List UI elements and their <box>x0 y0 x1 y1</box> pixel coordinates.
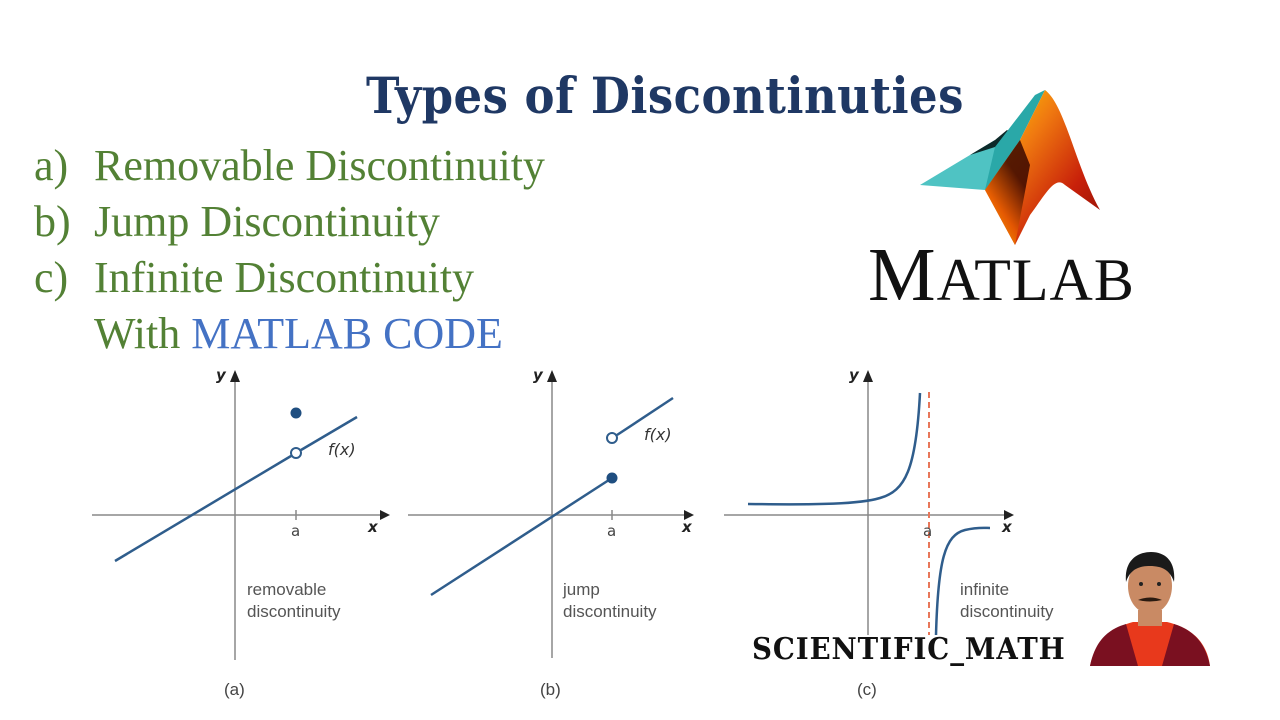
filled-point-icon <box>606 472 618 484</box>
fx-label: f(x) <box>644 425 672 444</box>
list-text: Jump Discontinuity <box>94 197 440 246</box>
upper-segment <box>616 396 674 437</box>
y-axis-label: y <box>216 366 227 384</box>
y-axis-label: y <box>849 366 860 384</box>
matlab-wordmark: MATLAB <box>868 233 1135 317</box>
tick-a: a <box>923 522 932 540</box>
graph-removable: y x a f(x) removable discontinuity (a) <box>92 366 390 699</box>
graph-caption: (a) <box>224 680 245 699</box>
fx-label: f(x) <box>328 440 356 459</box>
function-line <box>114 454 292 563</box>
graph-caption: (c) <box>857 680 877 699</box>
list-marker: b) <box>34 197 71 246</box>
list-item-infinite: c) Infinite Discontinuity <box>34 250 545 306</box>
open-point-icon <box>290 447 302 459</box>
channel-brand: SCIENTIFIC_MATH <box>752 632 1066 667</box>
open-point-icon <box>606 432 618 444</box>
matlab-membrane-logo-icon <box>920 90 1100 245</box>
graph-infinite: y x a infinite discontinuity (c) <box>724 366 1054 699</box>
y-axis-arrow-icon <box>547 370 557 382</box>
graph-caption: (b) <box>540 680 561 699</box>
graph-desc-line1: infinite <box>960 580 1009 599</box>
left-branch <box>747 392 922 506</box>
list-marker: a) <box>34 141 69 190</box>
y-axis-label: y <box>533 366 544 384</box>
list-item-jump: b) Jump Discontinuity <box>34 194 545 250</box>
x-axis-arrow-icon <box>684 510 694 520</box>
x-axis-arrow-icon <box>380 510 390 520</box>
y-axis-arrow-icon <box>230 370 240 382</box>
list-text: Removable Discontinuity <box>94 141 545 190</box>
x-axis-label: x <box>681 518 693 536</box>
list-text: Infinite Discontinuity <box>94 253 475 302</box>
list-marker: c) <box>34 253 69 302</box>
right-branch <box>934 526 991 636</box>
x-axis-label: x <box>367 518 379 536</box>
tick-a: a <box>291 522 300 540</box>
presenter-avatar <box>1090 552 1210 666</box>
graph-desc-line1: jump <box>562 580 600 599</box>
subtitle-line: With MATLAB CODE <box>34 306 545 362</box>
tick-a: a <box>607 522 616 540</box>
discontinuity-list: a) Removable Discontinuity b) Jump Discont… <box>34 138 545 362</box>
y-axis-arrow-icon <box>863 370 873 382</box>
x-axis-arrow-icon <box>1004 510 1014 520</box>
x-axis-label: x <box>1001 518 1013 536</box>
slide-title: Types of Discontinuties <box>366 66 964 125</box>
graph-jump: y x a f(x) jump discontinuity (b) <box>408 366 694 699</box>
subtitle-accent: MATLAB CODE <box>191 309 503 358</box>
graph-desc-line1: removable <box>247 580 326 599</box>
graph-desc-line2: discontinuity <box>960 602 1054 621</box>
lower-segment <box>430 476 613 597</box>
filled-point-icon <box>290 407 302 419</box>
graph-desc-line2: discontinuity <box>563 602 657 621</box>
graph-desc-line2: discontinuity <box>247 602 341 621</box>
subtitle-prefix: With <box>94 309 192 358</box>
list-item-removable: a) Removable Discontinuity <box>34 138 545 194</box>
